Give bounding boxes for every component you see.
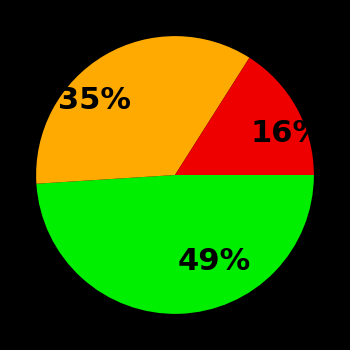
- Wedge shape: [36, 175, 314, 314]
- Text: 49%: 49%: [178, 246, 251, 275]
- Text: 35%: 35%: [58, 86, 131, 116]
- Wedge shape: [175, 58, 314, 175]
- Wedge shape: [36, 36, 250, 184]
- Text: 16%: 16%: [251, 119, 324, 148]
